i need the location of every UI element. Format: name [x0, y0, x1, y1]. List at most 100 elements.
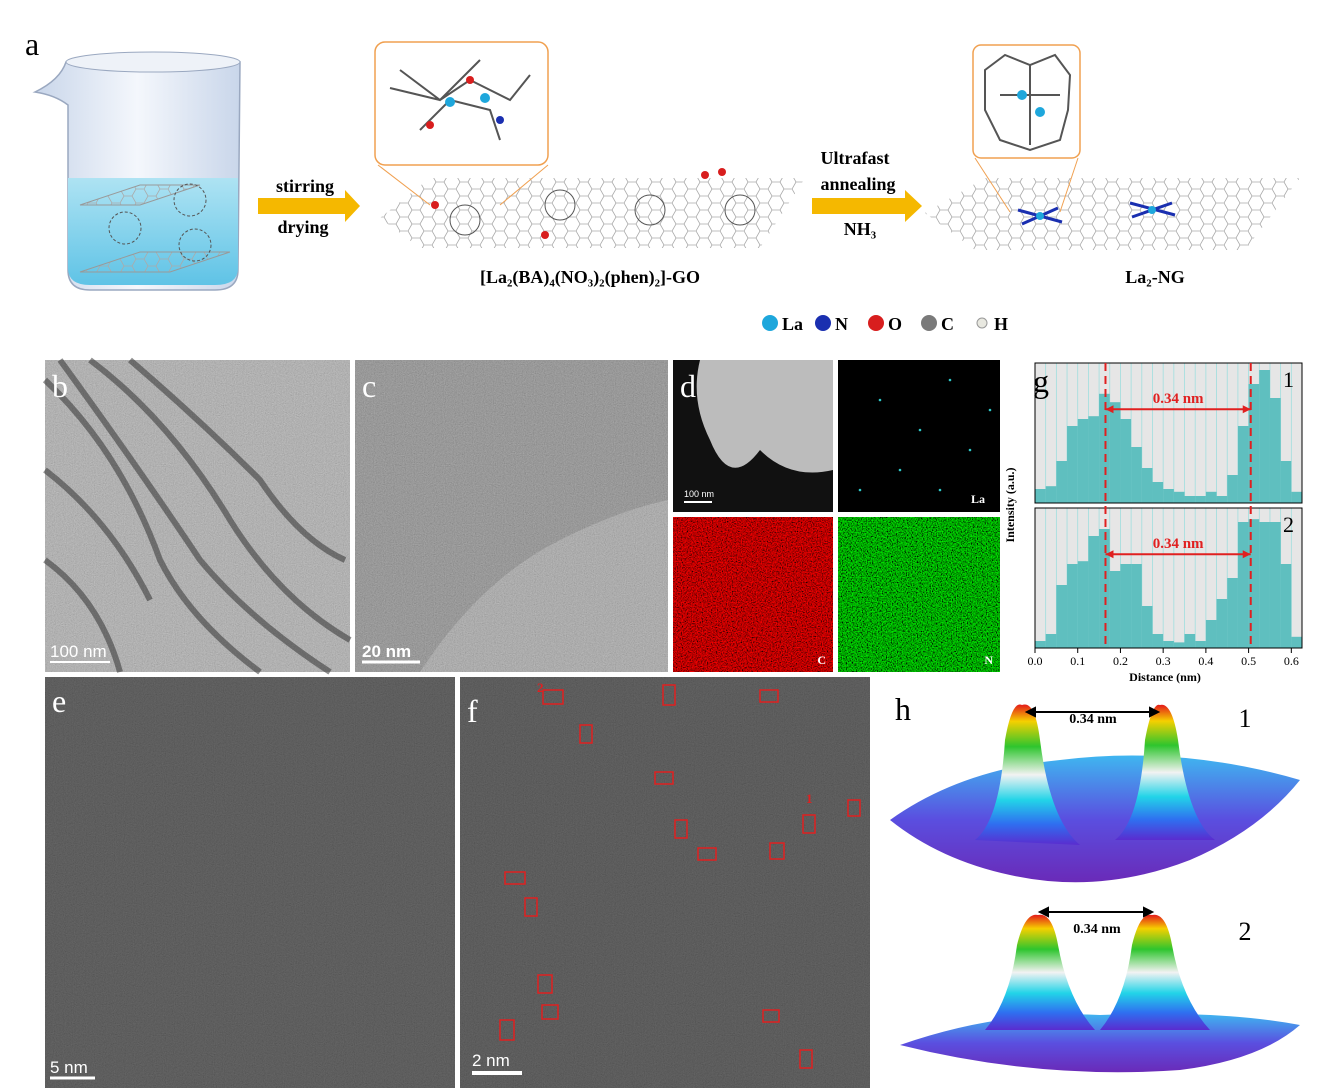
- bar: [1088, 416, 1100, 503]
- map-label: C: [817, 653, 826, 667]
- bar: [1216, 496, 1228, 503]
- bar: [1141, 468, 1153, 503]
- la-map: [838, 360, 1000, 512]
- frame: [1034, 507, 1303, 649]
- annotation: 0.34 nm: [1153, 536, 1204, 552]
- caption: La₂-NG: [1125, 267, 1184, 287]
- x-tick-label: 0.0: [1028, 654, 1043, 668]
- sheet: [79, 184, 201, 206]
- scale-bar: 100 nm: [684, 489, 714, 499]
- graphene: [380, 178, 805, 248]
- bar: [1205, 491, 1217, 503]
- frame: [1034, 362, 1303, 504]
- flake: [42, 357, 352, 675]
- panel-label: c: [362, 368, 376, 404]
- profile-number: 1: [1239, 704, 1252, 733]
- bar: [1067, 426, 1078, 503]
- step-label: Ultrafast: [821, 148, 890, 168]
- bar: [1259, 370, 1270, 503]
- atom-pair-label: 1: [806, 791, 813, 806]
- bar: [1248, 384, 1260, 503]
- panel-labels: a b c d e f g h: [25, 26, 1049, 729]
- arrow: [258, 190, 360, 222]
- bar: [1269, 522, 1281, 648]
- surface-plot: 0.34 nm 0.34 nm 1 2: [890, 704, 1300, 1073]
- annotation: 0.34 nm: [1153, 391, 1204, 407]
- x-tick-label: 0.4: [1198, 654, 1213, 668]
- bar: [1120, 564, 1132, 648]
- molecule: [178, 228, 212, 262]
- bar: [1141, 606, 1153, 648]
- bar: [1056, 461, 1068, 503]
- legend-label: C: [941, 314, 954, 334]
- bar: [1131, 447, 1142, 503]
- x-tick-label: 0.1: [1070, 654, 1085, 668]
- step-label: drying: [277, 217, 328, 237]
- legend-dot: [815, 315, 831, 331]
- bar: [1259, 522, 1270, 648]
- bar: [1227, 475, 1238, 503]
- map-label: N: [984, 653, 993, 667]
- bar: [1205, 620, 1217, 648]
- series-name: 1: [1283, 367, 1294, 392]
- bar: [1269, 398, 1281, 503]
- bar: [1195, 641, 1206, 648]
- y-axis-label: Intensity (a.u.): [1003, 467, 1017, 542]
- graphene: [925, 178, 1300, 250]
- legend-dot: [976, 317, 988, 329]
- map-label: La: [971, 492, 985, 506]
- legend-label: O: [888, 314, 902, 334]
- scale-bar: 20 nm: [362, 642, 411, 661]
- bar: [1109, 402, 1121, 503]
- molecule: [173, 183, 207, 217]
- bar: [1056, 585, 1068, 648]
- profile-number: 2: [1239, 917, 1252, 946]
- bar: [1163, 489, 1174, 503]
- bar: [1067, 564, 1078, 648]
- x-tick-label: 0.3: [1156, 654, 1171, 668]
- step-label: NH₃: [844, 219, 877, 239]
- bar: [1216, 599, 1228, 648]
- bar: [1195, 496, 1206, 503]
- legend-dot: [762, 315, 778, 331]
- series-name: 2: [1283, 512, 1294, 537]
- bar: [1227, 578, 1238, 648]
- atom-pair-label: 2: [537, 680, 544, 695]
- x-tick-label: 0.2: [1113, 654, 1128, 668]
- bar: [1099, 393, 1110, 503]
- atom-boxes: [499, 684, 861, 1069]
- bar: [1280, 564, 1292, 648]
- x-axis-label: Distance (nm): [1129, 670, 1201, 684]
- legend-dot: [868, 315, 884, 331]
- caption: [La₂(BA)₄(NO₃)₂(phen)₂]-GO: [480, 267, 700, 288]
- c-map: [673, 517, 833, 672]
- legend-label: La: [782, 314, 803, 334]
- legend: La N O C H: [762, 314, 1008, 334]
- bar: [1152, 482, 1164, 503]
- panel-label: f: [467, 693, 478, 729]
- molecule: [108, 211, 142, 245]
- sheet: [79, 251, 231, 273]
- bar: [1173, 491, 1185, 503]
- scale-bar: 100 nm: [50, 642, 107, 661]
- line-profile-chart: 1 0.34 nm 2 0.34 nm 0.0 0.1 0.2 0.3 0.4 0.5 0.6: [1028, 362, 1303, 668]
- arrow: [812, 190, 922, 222]
- panel-label: a: [25, 26, 39, 62]
- panel-label: h: [895, 691, 911, 727]
- legend-label: N: [835, 314, 848, 334]
- bar: [1131, 564, 1142, 648]
- bar: [1120, 419, 1132, 503]
- legend-dot: [921, 315, 937, 331]
- distance-label: 0.34 nm: [1069, 712, 1117, 727]
- bar: [1099, 529, 1110, 648]
- bar: [1237, 522, 1249, 648]
- legend-label: H: [994, 314, 1008, 334]
- bar: [1077, 419, 1089, 503]
- bar: [1035, 489, 1046, 503]
- step-label: stirring: [276, 176, 334, 196]
- bar: [1088, 536, 1100, 648]
- beaker-rim: [65, 51, 241, 73]
- bar: [1045, 634, 1057, 648]
- panel-label: g: [1033, 363, 1049, 399]
- bar: [1280, 461, 1292, 503]
